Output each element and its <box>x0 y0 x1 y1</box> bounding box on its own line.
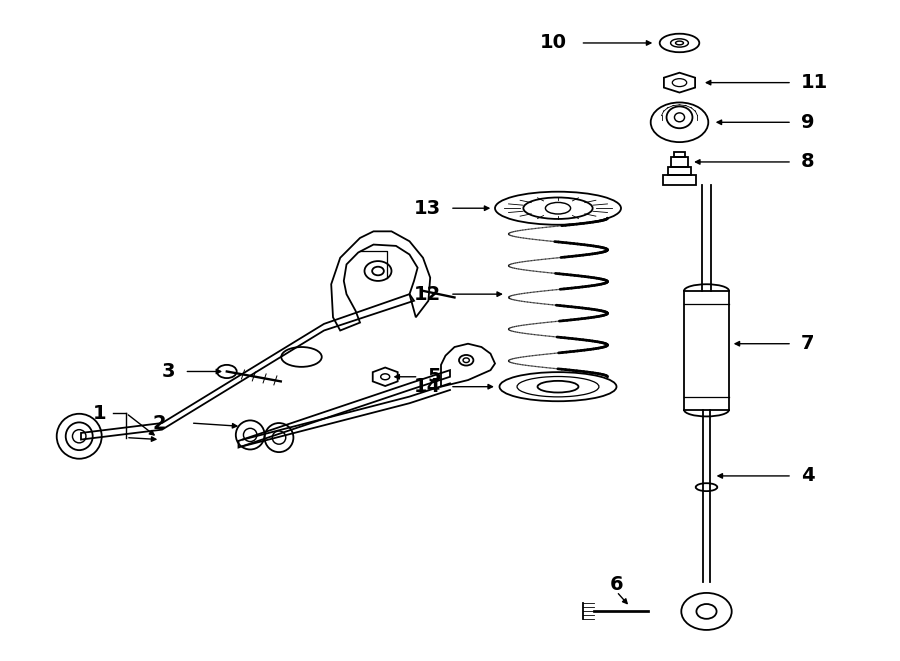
Text: 9: 9 <box>801 113 814 132</box>
Text: 1: 1 <box>93 404 106 422</box>
Text: 6: 6 <box>609 576 624 594</box>
Text: 2: 2 <box>153 414 166 432</box>
Text: 7: 7 <box>801 334 814 353</box>
Text: 5: 5 <box>428 368 441 386</box>
Text: 11: 11 <box>801 73 828 92</box>
Text: 8: 8 <box>801 153 814 171</box>
Text: 12: 12 <box>414 285 441 303</box>
Text: 4: 4 <box>801 467 814 485</box>
Text: 14: 14 <box>414 377 441 396</box>
Text: 10: 10 <box>540 34 567 52</box>
Text: 3: 3 <box>162 362 176 381</box>
Text: 13: 13 <box>414 199 441 217</box>
